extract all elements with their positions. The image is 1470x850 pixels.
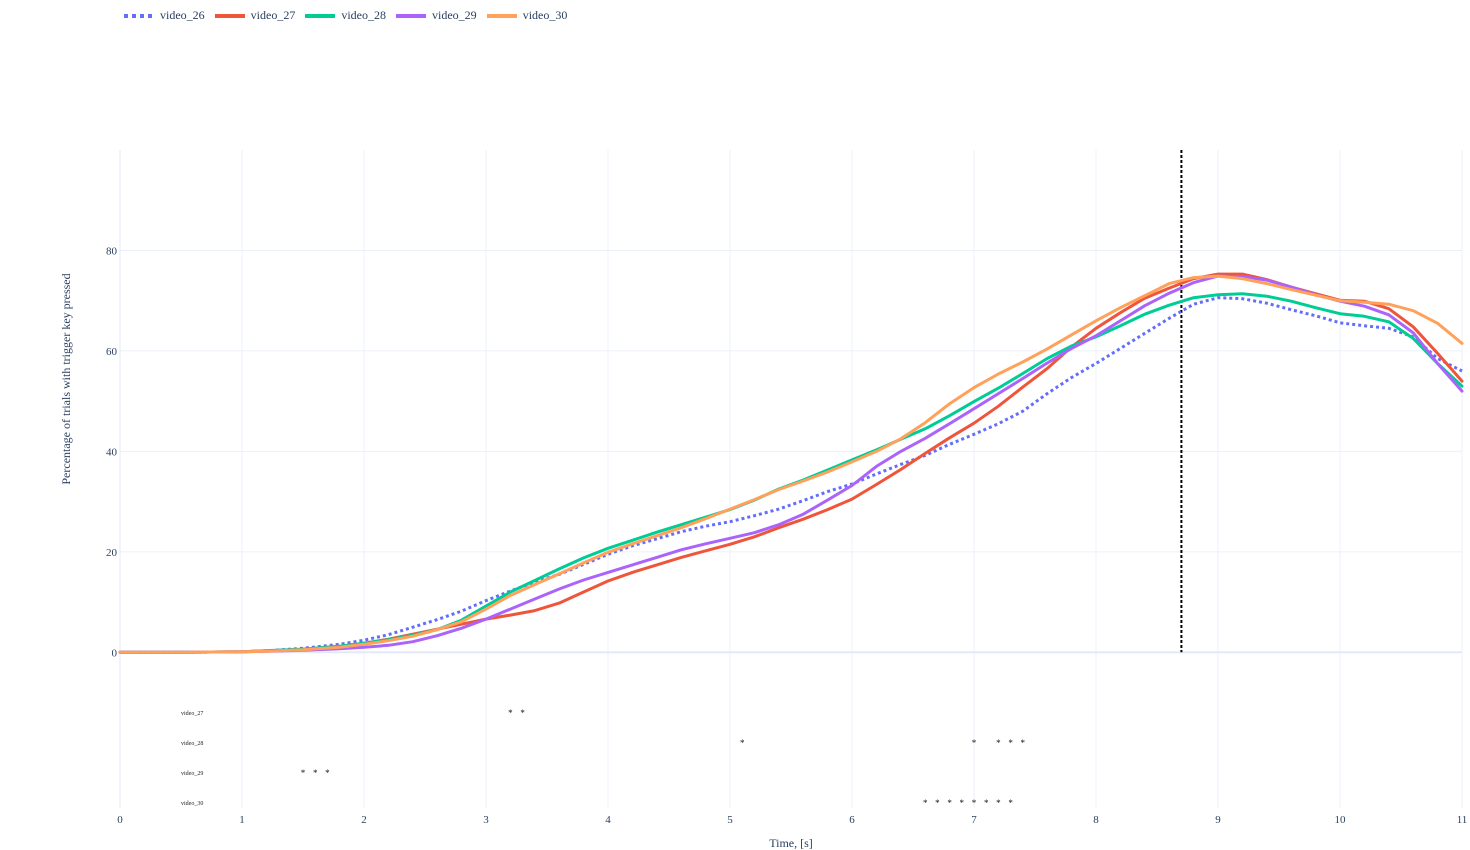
y-tick-label: 80 xyxy=(106,245,118,257)
legend-item-video_27[interactable]: video_27 xyxy=(214,8,296,23)
series-line-video_29 xyxy=(118,274,1464,654)
x-tick-label: 3 xyxy=(483,814,489,826)
significance-label-video_30: video_30 xyxy=(181,801,203,807)
legend-swatch xyxy=(305,13,336,18)
significance-marker: * xyxy=(923,798,928,808)
y-tick-label: 0 xyxy=(112,647,118,659)
legend-label: video_30 xyxy=(522,8,568,22)
x-tick-label: 5 xyxy=(727,814,733,826)
x-tick-label: 7 xyxy=(971,814,977,826)
legend-label: video_28 xyxy=(341,8,387,22)
legend-item-video_26[interactable]: video_26 xyxy=(124,8,205,23)
x-tick-label: 2 xyxy=(361,814,367,826)
x-tick-label: 6 xyxy=(849,814,855,826)
significance-marker: * xyxy=(996,738,1001,748)
significance-marker: * xyxy=(960,798,965,808)
significance-label-video_28: video_28 xyxy=(181,741,203,747)
x-tick-label: 9 xyxy=(1215,814,1221,826)
x-tick-label: 11 xyxy=(1457,814,1468,826)
series-line-video_30 xyxy=(118,274,1464,654)
significance-marker: * xyxy=(996,798,1001,808)
significance-marker: * xyxy=(1008,798,1013,808)
legend-label: video_27 xyxy=(250,8,296,22)
x-tick-label: 4 xyxy=(605,814,611,826)
series-line-video_27 xyxy=(118,272,1464,654)
legend-label: video_26 xyxy=(160,8,205,22)
legend-item-video_29[interactable]: video_29 xyxy=(396,8,477,23)
significance-marker: * xyxy=(972,738,977,748)
significance-marker: * xyxy=(740,738,745,748)
significance-marker: * xyxy=(313,768,318,778)
significance-marker: * xyxy=(508,708,513,718)
x-tick-label: 0 xyxy=(117,814,123,826)
series-line-video_26 xyxy=(120,296,1463,654)
legend-swatch xyxy=(214,13,245,18)
significance-label-video_27: video_27 xyxy=(181,711,203,717)
significance-marker: * xyxy=(301,768,306,778)
legend-item-video_30[interactable]: video_30 xyxy=(486,8,568,23)
x-tick-label: 8 xyxy=(1093,814,1099,826)
significance-marker: * xyxy=(520,708,525,718)
y-axis-title: Percentage of trials with trigger key pr… xyxy=(59,273,73,484)
significance-marker: * xyxy=(984,798,989,808)
y-tick-label: 60 xyxy=(106,346,118,358)
significance-marker: * xyxy=(935,798,940,808)
legend-swatch xyxy=(396,13,427,18)
significance-marker: * xyxy=(325,768,330,778)
significance-marker: * xyxy=(1021,738,1026,748)
significance-label-video_29: video_29 xyxy=(181,771,203,777)
x-axis-title: Time, [s] xyxy=(769,836,813,850)
x-tick-label: 1 xyxy=(239,814,245,826)
legend: video_26 video_27 video_28 video_29 video_30 xyxy=(124,8,567,23)
y-tick-label: 20 xyxy=(106,547,118,559)
series-line-video_28 xyxy=(118,292,1464,654)
legend-swatch xyxy=(486,13,517,18)
legend-swatch xyxy=(124,13,154,18)
x-tick-label: 10 xyxy=(1335,814,1347,826)
y-tick-label: 40 xyxy=(106,446,118,458)
legend-label: video_29 xyxy=(432,8,477,22)
significance-marker: * xyxy=(1008,738,1013,748)
significance-marker: * xyxy=(947,798,952,808)
significance-marker: * xyxy=(972,798,977,808)
legend-item-video_28[interactable]: video_28 xyxy=(305,8,386,23)
